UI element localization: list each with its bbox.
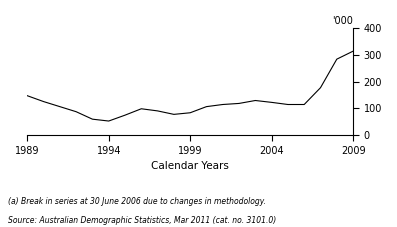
Text: (a) Break in series at 30 June 2006 due to changes in methodology.: (a) Break in series at 30 June 2006 due … — [8, 197, 266, 207]
X-axis label: Calendar Years: Calendar Years — [151, 161, 229, 171]
Text: '000: '000 — [332, 16, 353, 26]
Text: Source: Australian Demographic Statistics, Mar 2011 (cat. no. 3101.0): Source: Australian Demographic Statistic… — [8, 216, 276, 225]
